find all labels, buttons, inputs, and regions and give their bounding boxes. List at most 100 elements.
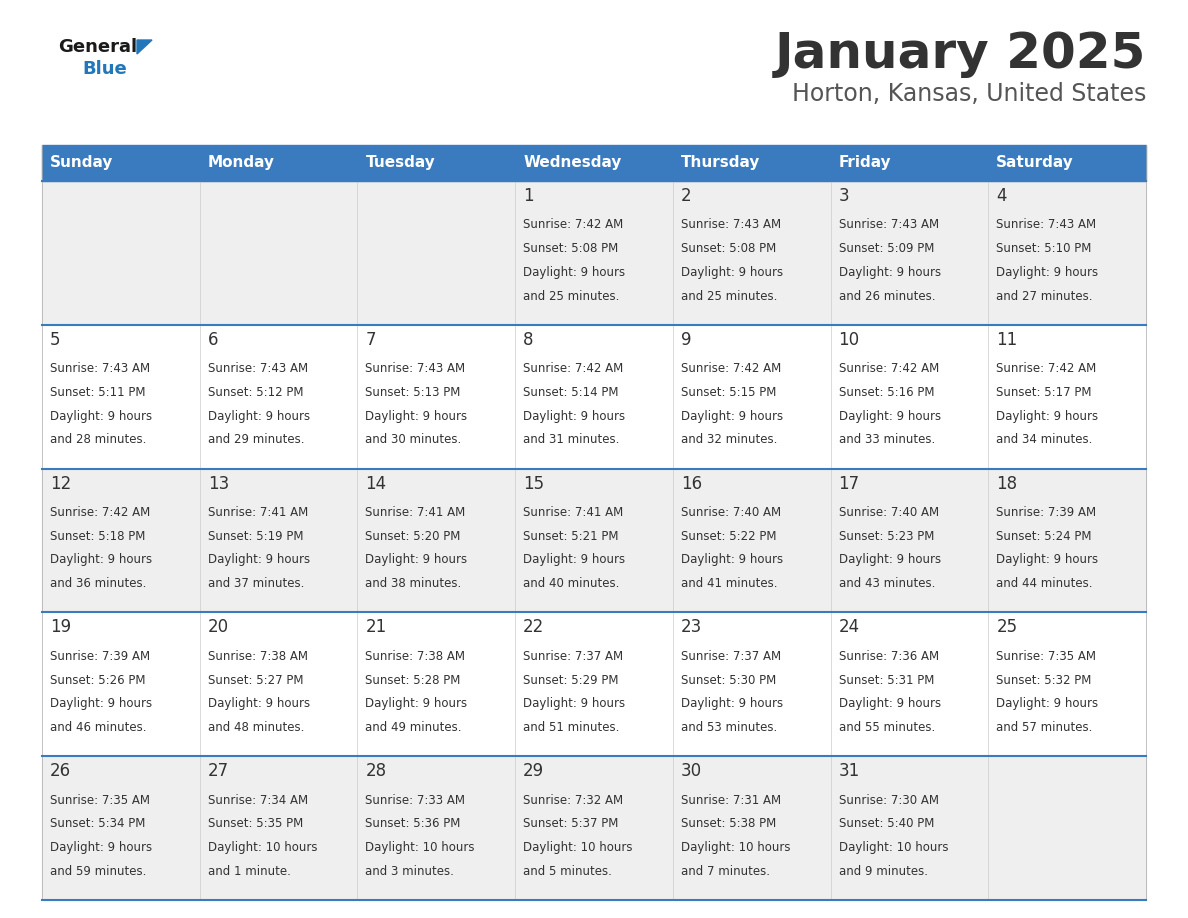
Text: Sunset: 5:08 PM: Sunset: 5:08 PM xyxy=(523,242,619,255)
Text: Daylight: 9 hours: Daylight: 9 hours xyxy=(50,554,152,566)
Text: Friday: Friday xyxy=(839,155,891,171)
Text: 23: 23 xyxy=(681,619,702,636)
Text: Thursday: Thursday xyxy=(681,155,760,171)
Text: Daylight: 9 hours: Daylight: 9 hours xyxy=(523,266,625,279)
Text: Daylight: 9 hours: Daylight: 9 hours xyxy=(997,698,1099,711)
Text: 30: 30 xyxy=(681,762,702,780)
Text: Sunrise: 7:35 AM: Sunrise: 7:35 AM xyxy=(50,793,150,807)
Text: 2: 2 xyxy=(681,187,691,205)
Text: Daylight: 9 hours: Daylight: 9 hours xyxy=(523,409,625,422)
Text: January 2025: January 2025 xyxy=(775,30,1146,78)
Text: 10: 10 xyxy=(839,330,860,349)
Text: Daylight: 9 hours: Daylight: 9 hours xyxy=(366,554,468,566)
Text: Sunrise: 7:42 AM: Sunrise: 7:42 AM xyxy=(681,363,781,375)
Text: and 31 minutes.: and 31 minutes. xyxy=(523,433,619,446)
Text: and 28 minutes.: and 28 minutes. xyxy=(50,433,146,446)
Text: 11: 11 xyxy=(997,330,1018,349)
Text: 31: 31 xyxy=(839,762,860,780)
Text: Daylight: 9 hours: Daylight: 9 hours xyxy=(839,266,941,279)
Text: Sunrise: 7:42 AM: Sunrise: 7:42 AM xyxy=(839,363,939,375)
Text: Daylight: 9 hours: Daylight: 9 hours xyxy=(839,554,941,566)
Text: and 25 minutes.: and 25 minutes. xyxy=(523,289,619,303)
Text: Daylight: 9 hours: Daylight: 9 hours xyxy=(839,409,941,422)
Text: Sunrise: 7:43 AM: Sunrise: 7:43 AM xyxy=(839,218,939,231)
Text: Sunrise: 7:43 AM: Sunrise: 7:43 AM xyxy=(366,363,466,375)
Text: Sunset: 5:26 PM: Sunset: 5:26 PM xyxy=(50,674,145,687)
Text: and 44 minutes.: and 44 minutes. xyxy=(997,577,1093,590)
Bar xyxy=(42,468,1146,612)
Text: Daylight: 9 hours: Daylight: 9 hours xyxy=(681,409,783,422)
Polygon shape xyxy=(137,40,152,54)
Text: Sunset: 5:09 PM: Sunset: 5:09 PM xyxy=(839,242,934,255)
Text: Sunrise: 7:39 AM: Sunrise: 7:39 AM xyxy=(997,506,1097,519)
Text: Sunset: 5:18 PM: Sunset: 5:18 PM xyxy=(50,530,145,543)
Text: Saturday: Saturday xyxy=(997,155,1074,171)
Text: Sunrise: 7:31 AM: Sunrise: 7:31 AM xyxy=(681,793,781,807)
Text: 29: 29 xyxy=(523,762,544,780)
Text: Sunrise: 7:42 AM: Sunrise: 7:42 AM xyxy=(523,363,624,375)
Text: Wednesday: Wednesday xyxy=(523,155,621,171)
Text: 12: 12 xyxy=(50,475,71,493)
Text: Sunset: 5:27 PM: Sunset: 5:27 PM xyxy=(208,674,303,687)
Text: and 7 minutes.: and 7 minutes. xyxy=(681,865,770,878)
Text: Daylight: 9 hours: Daylight: 9 hours xyxy=(681,554,783,566)
Text: Sunset: 5:20 PM: Sunset: 5:20 PM xyxy=(366,530,461,543)
Text: Sunset: 5:21 PM: Sunset: 5:21 PM xyxy=(523,530,619,543)
Text: Daylight: 9 hours: Daylight: 9 hours xyxy=(523,698,625,711)
Text: 4: 4 xyxy=(997,187,1006,205)
Text: and 34 minutes.: and 34 minutes. xyxy=(997,433,1093,446)
Text: Daylight: 9 hours: Daylight: 9 hours xyxy=(208,698,310,711)
Text: Sunset: 5:17 PM: Sunset: 5:17 PM xyxy=(997,386,1092,399)
Text: 5: 5 xyxy=(50,330,61,349)
Text: Monday: Monday xyxy=(208,155,274,171)
Text: Blue: Blue xyxy=(82,60,127,78)
Text: Sunrise: 7:30 AM: Sunrise: 7:30 AM xyxy=(839,793,939,807)
Text: Daylight: 9 hours: Daylight: 9 hours xyxy=(997,554,1099,566)
Text: Sunset: 5:35 PM: Sunset: 5:35 PM xyxy=(208,817,303,830)
Text: Sunrise: 7:43 AM: Sunrise: 7:43 AM xyxy=(208,363,308,375)
Text: Sunset: 5:13 PM: Sunset: 5:13 PM xyxy=(366,386,461,399)
Text: and 49 minutes.: and 49 minutes. xyxy=(366,721,462,734)
Text: 6: 6 xyxy=(208,330,219,349)
Text: 21: 21 xyxy=(366,619,386,636)
Text: Daylight: 10 hours: Daylight: 10 hours xyxy=(208,841,317,854)
Text: Daylight: 9 hours: Daylight: 9 hours xyxy=(208,554,310,566)
Text: Sunset: 5:11 PM: Sunset: 5:11 PM xyxy=(50,386,145,399)
Text: Sunrise: 7:37 AM: Sunrise: 7:37 AM xyxy=(681,650,781,663)
Text: Sunrise: 7:36 AM: Sunrise: 7:36 AM xyxy=(839,650,939,663)
Text: Sunset: 5:31 PM: Sunset: 5:31 PM xyxy=(839,674,934,687)
Bar xyxy=(42,756,1146,900)
Text: Daylight: 9 hours: Daylight: 9 hours xyxy=(50,409,152,422)
Text: 25: 25 xyxy=(997,619,1017,636)
Text: and 41 minutes.: and 41 minutes. xyxy=(681,577,777,590)
Text: 1: 1 xyxy=(523,187,533,205)
Text: Sunrise: 7:43 AM: Sunrise: 7:43 AM xyxy=(997,218,1097,231)
Text: Sunrise: 7:37 AM: Sunrise: 7:37 AM xyxy=(523,650,624,663)
Text: 22: 22 xyxy=(523,619,544,636)
Text: and 38 minutes.: and 38 minutes. xyxy=(366,577,462,590)
Text: Sunrise: 7:38 AM: Sunrise: 7:38 AM xyxy=(366,650,466,663)
Text: 20: 20 xyxy=(208,619,229,636)
Text: and 3 minutes.: and 3 minutes. xyxy=(366,865,454,878)
Text: Sunset: 5:24 PM: Sunset: 5:24 PM xyxy=(997,530,1092,543)
Text: 18: 18 xyxy=(997,475,1017,493)
Text: and 33 minutes.: and 33 minutes. xyxy=(839,433,935,446)
Text: Sunset: 5:29 PM: Sunset: 5:29 PM xyxy=(523,674,619,687)
Text: Daylight: 9 hours: Daylight: 9 hours xyxy=(523,554,625,566)
Text: 9: 9 xyxy=(681,330,691,349)
Text: Sunrise: 7:35 AM: Sunrise: 7:35 AM xyxy=(997,650,1097,663)
Text: and 27 minutes.: and 27 minutes. xyxy=(997,289,1093,303)
Text: Sunrise: 7:41 AM: Sunrise: 7:41 AM xyxy=(523,506,624,519)
Text: 26: 26 xyxy=(50,762,71,780)
Text: and 5 minutes.: and 5 minutes. xyxy=(523,865,612,878)
Text: Sunset: 5:16 PM: Sunset: 5:16 PM xyxy=(839,386,934,399)
Text: 8: 8 xyxy=(523,330,533,349)
Text: Daylight: 9 hours: Daylight: 9 hours xyxy=(366,698,468,711)
Text: Sunrise: 7:41 AM: Sunrise: 7:41 AM xyxy=(208,506,308,519)
Text: Daylight: 9 hours: Daylight: 9 hours xyxy=(839,698,941,711)
Text: Tuesday: Tuesday xyxy=(366,155,435,171)
Text: and 9 minutes.: and 9 minutes. xyxy=(839,865,928,878)
Text: 19: 19 xyxy=(50,619,71,636)
Text: 15: 15 xyxy=(523,475,544,493)
Text: Sunrise: 7:32 AM: Sunrise: 7:32 AM xyxy=(523,793,624,807)
